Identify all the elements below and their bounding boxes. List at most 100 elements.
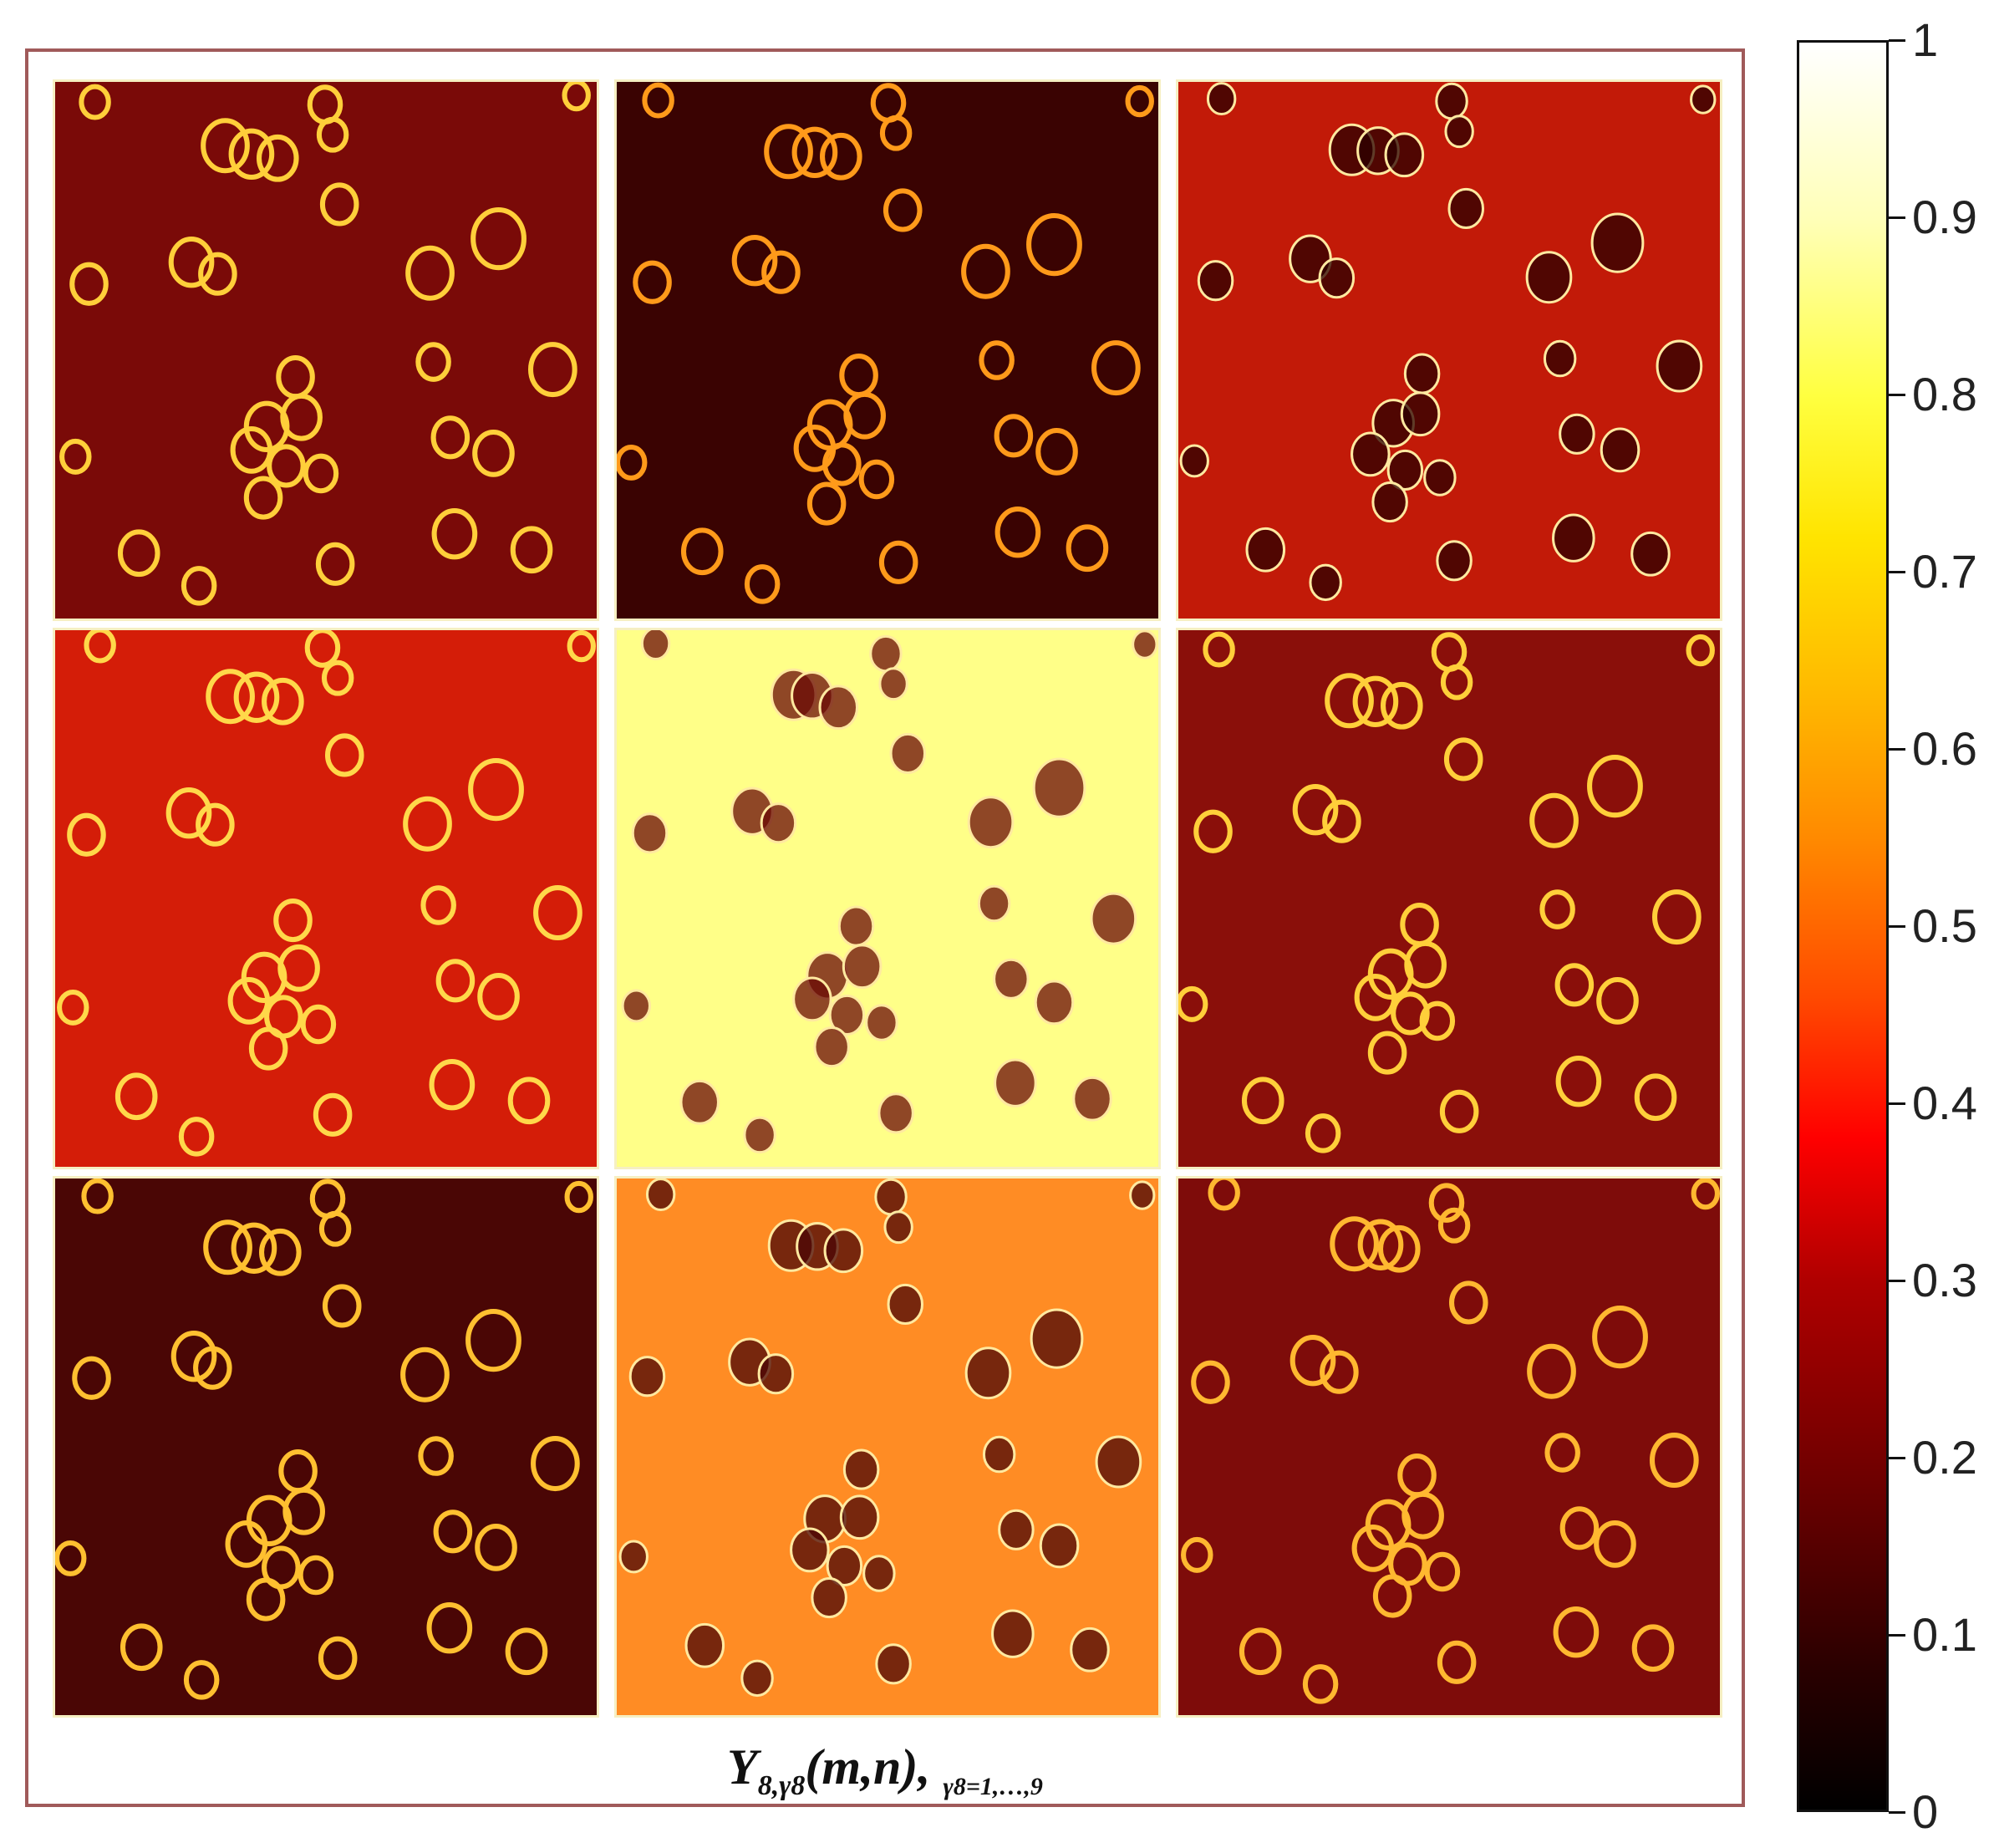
cell-shape	[1529, 792, 1579, 848]
cell-shape	[813, 1026, 850, 1068]
cell-shape	[1404, 940, 1447, 989]
cell-shape	[426, 1601, 473, 1654]
cell-shape	[1371, 481, 1408, 523]
cell-shape	[531, 1436, 580, 1492]
cell-shape	[527, 342, 577, 398]
cell-shape	[435, 959, 476, 1003]
cell-shape	[1239, 1627, 1282, 1676]
cell-shape	[826, 1545, 863, 1587]
cell-shape	[1525, 251, 1573, 304]
cell-shape	[1292, 783, 1339, 836]
cell-shape	[282, 1487, 325, 1535]
cell-shape	[117, 529, 160, 578]
cell-shape	[510, 526, 553, 574]
cell-shape	[633, 260, 672, 304]
colorbar-tick-label: 0.1	[1912, 1608, 1977, 1661]
cell-shape	[1539, 889, 1575, 929]
cell-shape	[862, 1555, 896, 1592]
cell-shape	[858, 459, 895, 500]
colorbar-tick	[1889, 571, 1905, 573]
colorbar-tick	[1889, 1102, 1905, 1105]
colorbar-tick	[1889, 1811, 1905, 1814]
image-panel-2	[617, 82, 1158, 619]
cell-shape	[248, 1026, 288, 1071]
micrograph-panel	[1178, 82, 1720, 619]
cell-shape	[878, 667, 908, 701]
cell-shape	[1449, 1280, 1488, 1325]
cell-shape	[1030, 1308, 1084, 1369]
cell-shape	[878, 540, 918, 584]
cell-shape	[1132, 630, 1158, 659]
cell-shape	[322, 1284, 362, 1328]
micrograph-panel	[55, 630, 597, 1167]
cell-shape	[562, 82, 591, 112]
cell-shape	[1600, 427, 1640, 473]
cell-shape	[225, 1520, 268, 1568]
cell-shape	[875, 1643, 912, 1685]
cell-shape	[1206, 82, 1237, 116]
cell-shape	[228, 128, 275, 180]
cell-shape	[964, 1347, 1012, 1400]
cell-shape	[1352, 675, 1399, 727]
cell-shape	[792, 976, 832, 1022]
colorbar-tick-label: 0.4	[1912, 1077, 1977, 1129]
cell-shape	[178, 1117, 215, 1157]
cell-shape	[1436, 540, 1473, 582]
cell-shape	[1318, 257, 1356, 299]
cell-shape	[1305, 1113, 1341, 1153]
cell-shape	[165, 787, 212, 839]
cell-shape	[818, 685, 859, 731]
cell-shape	[120, 1623, 163, 1672]
cell-shape	[731, 234, 778, 287]
cell-shape	[1443, 737, 1483, 781]
cell-shape	[564, 1180, 593, 1214]
cell-shape	[196, 802, 235, 847]
cell-shape	[991, 1609, 1035, 1658]
caption-range: γ8=1,…,9	[943, 1773, 1043, 1800]
cell-shape	[757, 1353, 795, 1395]
cell-shape	[1439, 1089, 1479, 1133]
cell-shape	[842, 944, 883, 990]
cell-shape	[1437, 1640, 1477, 1684]
cell-shape	[324, 733, 364, 777]
cell-shape	[1631, 1624, 1675, 1672]
cell-shape	[1309, 563, 1342, 602]
cell-shape	[1351, 1524, 1395, 1572]
cell-shape	[621, 989, 652, 1023]
cell-shape	[1367, 1031, 1407, 1075]
cell-shape	[262, 677, 304, 725]
cell-shape	[680, 527, 724, 576]
cell-shape	[1424, 1551, 1461, 1592]
cell-shape	[183, 1660, 220, 1700]
cell-shape	[206, 669, 255, 725]
cell-shape	[475, 1523, 517, 1571]
cell-shape	[883, 188, 923, 232]
cell-shape	[303, 453, 339, 494]
cell-shape	[631, 812, 669, 854]
cell-shape	[994, 1058, 1037, 1107]
cell-shape	[1419, 1000, 1456, 1041]
image-panel-3	[1178, 82, 1720, 619]
cell-shape	[1380, 681, 1423, 730]
cell-shape	[55, 1540, 87, 1576]
cell-shape	[1559, 1506, 1600, 1550]
cell-shape	[1447, 187, 1485, 230]
colorbar-tick	[1889, 216, 1905, 219]
cell-shape	[1035, 427, 1078, 476]
colorbar-tick	[1889, 39, 1905, 42]
cell-shape	[877, 1092, 914, 1134]
cell-shape	[201, 118, 250, 174]
cell-shape	[790, 1527, 830, 1573]
cell-shape	[181, 566, 217, 606]
cell-shape	[429, 1058, 476, 1111]
cell-shape	[231, 1222, 277, 1274]
cell-shape	[280, 393, 323, 441]
cell-shape	[1552, 513, 1595, 563]
cell-shape	[883, 1210, 913, 1245]
cell-shape	[203, 1219, 252, 1275]
cell-shape	[1203, 631, 1235, 668]
cell-shape	[198, 252, 237, 296]
cell-shape	[828, 994, 866, 1036]
cell-shape	[1401, 1491, 1444, 1540]
cell-shape	[1330, 1216, 1379, 1272]
